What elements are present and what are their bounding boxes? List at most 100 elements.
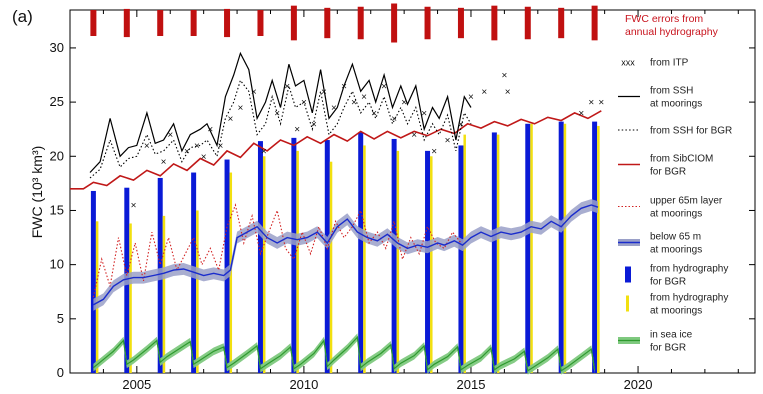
- itp-marker: ×: [598, 98, 604, 109]
- hydrography-moorings-bar: [363, 145, 366, 373]
- legend-label: for BGR: [650, 343, 686, 354]
- hydrography-bgr-bar: [257, 141, 263, 373]
- fwc-error-bar: [224, 8, 231, 38]
- upper-65m-line: [92, 203, 462, 298]
- axis-ticks: 0 5 10 15 20 25 30 2005 2010 2015 2020: [50, 10, 755, 392]
- itp-marker: ×: [294, 125, 300, 136]
- itp-marker: ×: [284, 81, 290, 92]
- plot-area-frame: [69, 9, 756, 374]
- hydrography-moorings-bar: [597, 125, 600, 373]
- hydrography-bgr-bar: [291, 137, 297, 373]
- sea-ice-band: [93, 333, 595, 375]
- hydrography-moorings-bar: [530, 123, 533, 373]
- itp-marker: ×: [371, 108, 377, 119]
- x-tick-label: 2005: [122, 377, 151, 392]
- fwc-error-bars: [90, 3, 598, 43]
- itp-marker: ×: [274, 108, 280, 119]
- itp-marker: ×: [301, 98, 307, 109]
- itp-marker: ×: [217, 141, 223, 152]
- hydrography-moorings-bar: [296, 150, 299, 373]
- legend-item-hydro-moorings: from hydrography at moorings: [626, 293, 728, 317]
- legend-item-sea-ice: in sea ice for BGR: [618, 330, 693, 354]
- itp-marker: ×: [184, 146, 190, 157]
- y-tick-label: 15: [50, 202, 64, 217]
- legend-label: from SSH for BGR: [650, 126, 732, 137]
- legend-label: at moorings: [650, 99, 702, 110]
- fwc-error-bar: [524, 6, 531, 40]
- fwc-error-bar: [424, 6, 431, 40]
- legend-item-ssh-bgr: from SSH for BGR: [618, 126, 732, 137]
- errors-note-line2: annual hydrography: [625, 26, 719, 38]
- uncertainty-bands: [93, 199, 599, 375]
- y-tick-label: 20: [50, 148, 64, 163]
- itp-marker: ×: [501, 71, 507, 82]
- hydrography-bgr-bar: [592, 121, 598, 374]
- fwc-error-bar: [90, 10, 97, 37]
- x-tick-label: 2020: [624, 377, 653, 392]
- itp-marker: ×: [201, 152, 207, 163]
- itp-marker: ×: [431, 146, 437, 157]
- below-65m-line: [93, 204, 599, 306]
- legend-label: upper 65m layer: [650, 196, 723, 207]
- hydrography-bgr-bar: [425, 150, 431, 373]
- itp-marker: ×: [251, 87, 257, 98]
- hydrography-bgr-bar: [491, 132, 497, 373]
- ssh-moorings-line: [89, 51, 472, 173]
- itp-marker: ×: [311, 119, 317, 130]
- itp-marker: ×: [161, 157, 167, 168]
- sea-ice-line: [93, 335, 596, 372]
- x-tick-label: 2010: [289, 377, 318, 392]
- hydrography-bgr-bar: [224, 159, 230, 373]
- itp-marker: ×: [194, 141, 200, 152]
- itp-marker: ×: [131, 201, 137, 212]
- hydrography-moorings-bar: [329, 161, 333, 373]
- x-tick-label: 2015: [457, 377, 486, 392]
- itp-marker: ×: [351, 98, 357, 109]
- itp-marker: ×: [381, 81, 387, 92]
- itp-marker: ×: [505, 87, 511, 98]
- itp-marker: ×: [331, 103, 337, 114]
- fwc-error-bar: [123, 8, 130, 38]
- hydrography-moorings-bar: [563, 123, 567, 373]
- legend-item-below65: below 65 m at moorings: [618, 232, 702, 256]
- itp-marker: ×: [401, 98, 407, 109]
- itp-marker: ×: [321, 87, 327, 98]
- itp-marker: ×: [445, 136, 451, 147]
- hydrography-bgr-bar: [90, 190, 96, 373]
- itp-marker: ×: [341, 81, 347, 92]
- legend-label: from ITP: [650, 58, 689, 69]
- y-tick-label: 30: [50, 40, 64, 55]
- series-lines: [70, 51, 602, 372]
- ssh-bgr-line: [89, 79, 472, 179]
- fwc-error-bar: [290, 5, 297, 41]
- y-tick-label: 0: [57, 365, 64, 380]
- itp-marker: ×: [261, 146, 267, 157]
- legend-swatch-hydro-moorings: [626, 295, 629, 312]
- y-tick-label: 25: [50, 94, 64, 109]
- y-axis-label: FWC (10³ km³): [29, 146, 45, 239]
- legend-item-itp: xxx from ITP: [621, 58, 688, 69]
- itp-marker: ×: [421, 108, 427, 119]
- itp-marker: ×: [207, 125, 213, 136]
- legend-item-ssh-moorings: from SSH at moorings: [618, 86, 702, 110]
- legend-label: at moorings: [650, 245, 702, 256]
- itp-marker: ×: [578, 108, 584, 119]
- fwc-error-bar: [591, 5, 598, 41]
- fwc-error-bar: [491, 5, 498, 41]
- y-tick-label: 10: [50, 257, 64, 272]
- errors-note-line1: FWC errors from: [625, 13, 703, 25]
- legend-label: at moorings: [650, 209, 702, 220]
- itp-marker: ×: [481, 87, 487, 98]
- hydrography-bgr-bar: [558, 121, 564, 374]
- legend-label: in sea ice: [650, 330, 693, 341]
- hydrography-moorings-bar: [262, 156, 266, 373]
- hydrography-bgr-bar: [324, 140, 330, 373]
- fwc-error-bar: [457, 7, 464, 39]
- itp-marker: ×: [391, 114, 397, 125]
- legend-label: from SSH: [650, 86, 693, 97]
- itp-marker: ×: [237, 103, 243, 114]
- fwc-error-bar: [190, 10, 197, 37]
- hydrography-moorings-bar: [196, 210, 199, 373]
- hydrography-moorings-bar: [162, 215, 166, 373]
